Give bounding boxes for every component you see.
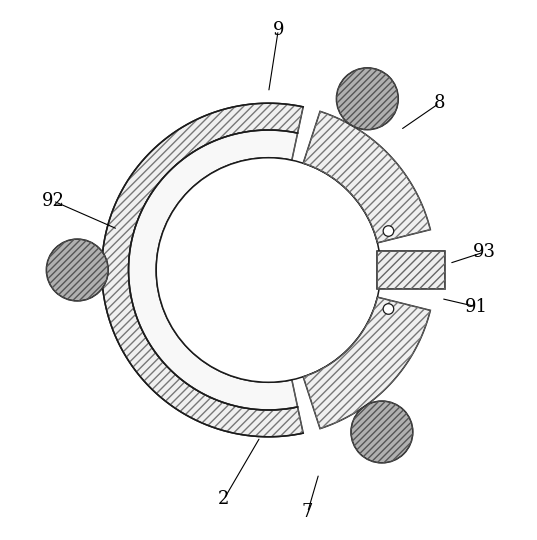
Text: 91: 91 bbox=[465, 298, 488, 315]
Text: 9: 9 bbox=[272, 21, 284, 39]
Circle shape bbox=[156, 158, 381, 382]
Text: 2: 2 bbox=[218, 490, 229, 509]
Circle shape bbox=[337, 68, 398, 130]
Polygon shape bbox=[128, 130, 297, 410]
Circle shape bbox=[351, 401, 413, 463]
Text: 7: 7 bbox=[302, 503, 313, 522]
Circle shape bbox=[46, 239, 108, 301]
Circle shape bbox=[383, 303, 394, 314]
Text: 93: 93 bbox=[473, 243, 496, 261]
Polygon shape bbox=[377, 251, 445, 289]
Text: 8: 8 bbox=[433, 94, 445, 112]
Polygon shape bbox=[303, 111, 430, 243]
Polygon shape bbox=[303, 297, 430, 429]
Polygon shape bbox=[101, 103, 303, 437]
Text: 92: 92 bbox=[41, 192, 64, 210]
Circle shape bbox=[383, 226, 394, 237]
